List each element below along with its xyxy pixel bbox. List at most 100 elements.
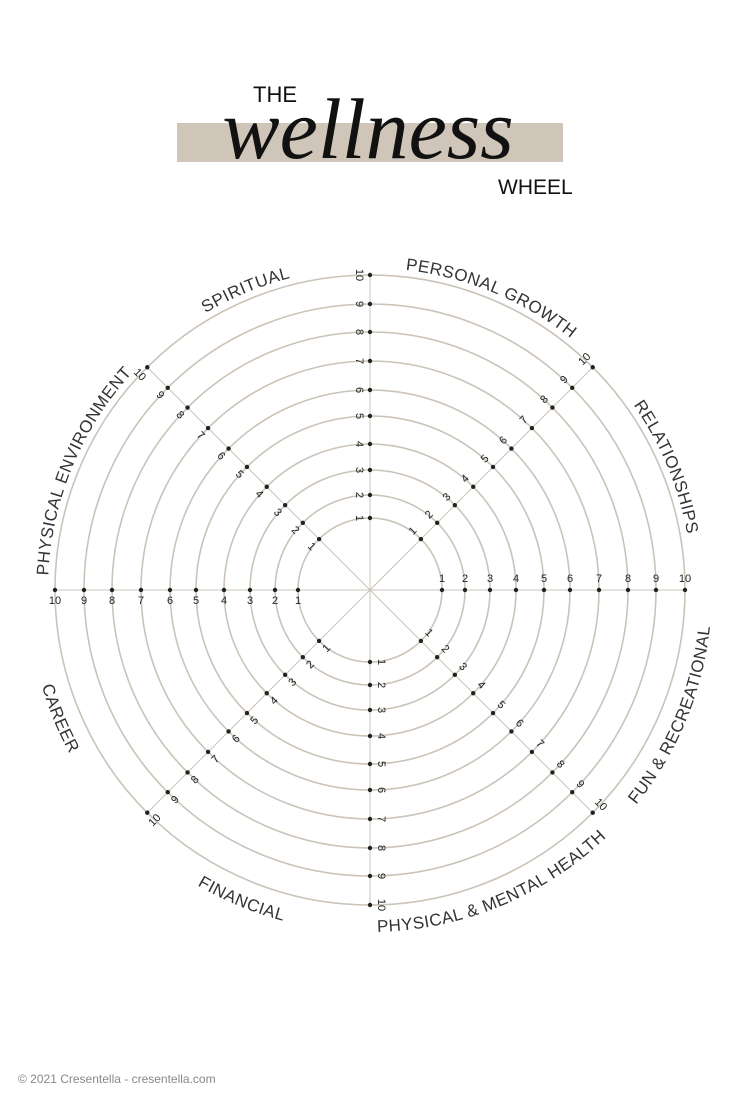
scale-dot xyxy=(205,425,211,431)
scale-number: 6 xyxy=(353,387,365,393)
scale-dot xyxy=(165,385,170,390)
scale-number: 10 xyxy=(49,595,61,607)
spoke xyxy=(369,366,594,591)
scale-dot xyxy=(513,587,519,593)
scale-dot xyxy=(367,387,373,393)
scale-dot xyxy=(367,787,373,793)
scale-dot xyxy=(282,502,288,508)
scale-dot xyxy=(471,484,476,489)
scale-number: 7 xyxy=(375,816,387,822)
scale-dot xyxy=(109,587,115,593)
footer: © 2021 Cresentella - cresentella.com xyxy=(18,1072,216,1086)
scale-dot xyxy=(567,587,573,593)
scale-dot xyxy=(244,710,250,716)
scale-number: 8 xyxy=(625,573,631,585)
scale-dot xyxy=(590,365,595,370)
title-the: THE xyxy=(253,82,297,107)
scale-dot xyxy=(244,464,250,470)
scale-dot xyxy=(490,710,496,716)
scale-dot xyxy=(439,587,445,593)
scale-dot xyxy=(490,464,496,470)
scale-dot xyxy=(529,425,535,431)
scale-number: 10 xyxy=(375,899,387,911)
scale-dot xyxy=(300,520,306,526)
scale-dot xyxy=(282,672,288,678)
title-script: wellness xyxy=(222,81,513,177)
scale-number: 10 xyxy=(679,573,691,585)
scale-dot xyxy=(367,816,373,822)
scale-dot xyxy=(264,691,269,696)
scale-number: 7 xyxy=(138,595,144,607)
scale-dot xyxy=(367,329,373,335)
scale-dot xyxy=(570,790,575,795)
scale-dot xyxy=(367,441,373,447)
scale-dot xyxy=(316,536,322,542)
scale-number: 3 xyxy=(247,595,253,607)
scale-dot xyxy=(367,413,373,419)
scale-dot xyxy=(295,587,301,593)
scale-dot xyxy=(300,654,306,660)
scale-number: 4 xyxy=(513,573,519,585)
scale-number: 5 xyxy=(541,573,547,585)
spoke xyxy=(146,589,371,814)
scale-number: 9 xyxy=(653,573,659,585)
scale-number: 2 xyxy=(272,595,278,607)
scale-number: 6 xyxy=(167,595,173,607)
scale-number: 1 xyxy=(353,515,365,521)
scale-number: 8 xyxy=(375,845,387,851)
scale-dot xyxy=(596,587,602,593)
scale-number: 9 xyxy=(81,595,87,607)
scale-dot xyxy=(550,405,555,410)
title-wheel: WHEEL xyxy=(498,176,573,199)
scale-dot xyxy=(367,358,373,364)
scale-dot xyxy=(185,770,190,775)
scale-dot xyxy=(367,467,373,473)
scale-dot xyxy=(226,446,231,451)
scale-number: 2 xyxy=(353,492,365,498)
scale-dot xyxy=(509,446,514,451)
scale-number: 8 xyxy=(109,595,115,607)
scale-dot xyxy=(452,502,458,508)
scale-dot xyxy=(367,707,373,713)
scale-number: 1 xyxy=(439,573,445,585)
scale-number: 4 xyxy=(221,595,227,607)
scale-dot xyxy=(487,587,493,593)
scale-number: 6 xyxy=(375,787,387,793)
scale-dot xyxy=(185,405,190,410)
scale-number: 10 xyxy=(353,269,365,281)
scale-dot xyxy=(590,810,595,815)
scale-dot xyxy=(367,272,373,278)
scale-number: 2 xyxy=(375,682,387,688)
scale-number: 4 xyxy=(375,733,387,739)
scale-dot xyxy=(418,638,424,644)
spoke xyxy=(369,589,594,814)
scale-dot xyxy=(462,587,468,593)
scale-dot xyxy=(541,587,547,593)
scale-dot xyxy=(193,587,199,593)
scale-dot xyxy=(316,638,322,644)
scale-number: 8 xyxy=(353,329,365,335)
scale-number: 3 xyxy=(375,707,387,713)
scale-dot xyxy=(434,520,440,526)
scale-dot xyxy=(367,761,373,767)
title-band xyxy=(177,123,563,162)
scale-dot xyxy=(625,587,631,593)
scale-dot xyxy=(81,587,87,593)
scale-dot xyxy=(145,810,150,815)
scale-dot xyxy=(221,587,227,593)
scale-number: 2 xyxy=(462,573,468,585)
scale-dot xyxy=(471,691,476,696)
scale-number: 7 xyxy=(596,573,602,585)
scale-dot xyxy=(550,770,555,775)
scale-dot xyxy=(452,672,458,678)
scale-dot xyxy=(367,515,373,521)
scale-dot xyxy=(653,587,659,593)
scale-dot xyxy=(247,587,253,593)
scale-number: 9 xyxy=(353,301,365,307)
scale-dot xyxy=(264,484,269,489)
scale-dot xyxy=(367,682,373,688)
scale-dot xyxy=(367,902,373,908)
scale-number: 1 xyxy=(295,595,301,607)
scale-number: 3 xyxy=(353,467,365,473)
